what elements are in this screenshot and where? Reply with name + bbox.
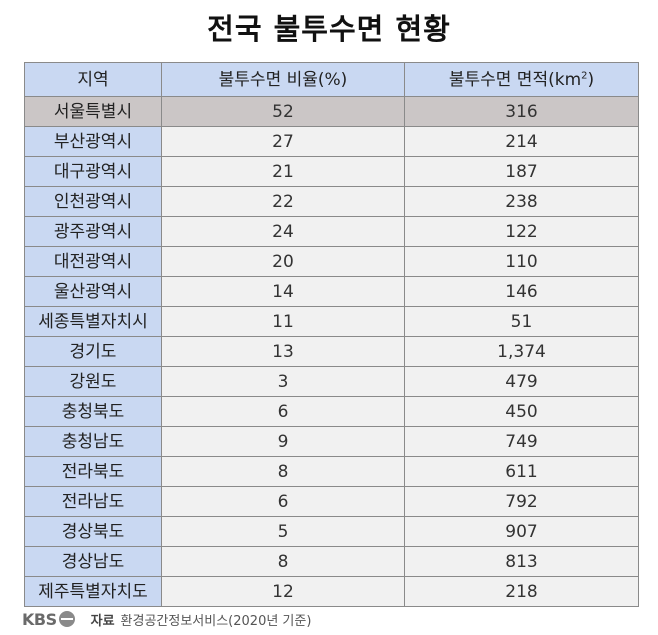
table-row: 경상남도 8 813 — [24, 546, 639, 577]
region-cell: 서울특별시 — [24, 96, 162, 127]
ratio-cell: 52 — [161, 96, 405, 127]
ratio-cell: 8 — [161, 546, 405, 577]
ratio-cell: 11 — [161, 306, 405, 337]
kbs-logo-text: KBS — [22, 609, 57, 629]
table-row: 전라북도 8 611 — [24, 456, 639, 487]
area-cell: 316 — [404, 96, 639, 127]
ratio-cell: 21 — [161, 156, 405, 187]
ratio-cell: 27 — [161, 126, 405, 157]
area-cell: 122 — [404, 216, 639, 247]
table-row: 충청북도 6 450 — [24, 396, 639, 427]
area-cell: 146 — [404, 276, 639, 307]
area-cell: 749 — [404, 426, 639, 457]
ratio-cell: 12 — [161, 576, 405, 607]
ratio-cell: 13 — [161, 336, 405, 367]
table-row: 제주특별자치도 12 218 — [24, 576, 639, 607]
table-row: 대전광역시 20 110 — [24, 246, 639, 277]
ratio-cell: 20 — [161, 246, 405, 277]
region-cell: 경기도 — [24, 336, 162, 367]
header-ratio: 불투수면 비율(%) — [161, 62, 405, 97]
table-row: 울산광역시 14 146 — [24, 276, 639, 307]
impervious-surface-table: 지역 불투수면 비율(%) 불투수면 면적(km2) 서울특별시 52 316 … — [24, 62, 639, 607]
region-cell: 울산광역시 — [24, 276, 162, 307]
ratio-cell: 5 — [161, 516, 405, 547]
table-row: 인천광역시 22 238 — [24, 186, 639, 217]
area-cell: 187 — [404, 156, 639, 187]
ratio-cell: 6 — [161, 396, 405, 427]
header-region: 지역 — [24, 62, 162, 97]
region-cell: 충청남도 — [24, 426, 162, 457]
area-cell: 611 — [404, 456, 639, 487]
region-cell: 경상남도 — [24, 546, 162, 577]
region-cell: 세종특별자치시 — [24, 306, 162, 337]
source-text: 환경공간정보서비스(2020년 기준) — [120, 613, 312, 629]
table-row: 부산광역시 27 214 — [24, 126, 639, 157]
table-row: 광주광역시 24 122 — [24, 216, 639, 247]
ratio-cell: 9 — [161, 426, 405, 457]
area-cell: 813 — [404, 546, 639, 577]
region-cell: 전라남도 — [24, 486, 162, 517]
table-row: 경기도 13 1,374 — [24, 336, 639, 367]
region-cell: 대전광역시 — [24, 246, 162, 277]
area-cell: 51 — [404, 306, 639, 337]
table-row: 전라남도 6 792 — [24, 486, 639, 517]
footer: KBS 자료 환경공간정보서비스(2020년 기준) — [22, 608, 311, 630]
ratio-cell: 6 — [161, 486, 405, 517]
area-cell: 1,374 — [404, 336, 639, 367]
table-row: 세종특별자치시 11 51 — [24, 306, 639, 337]
region-cell: 광주광역시 — [24, 216, 162, 247]
region-cell: 제주특별자치도 — [24, 576, 162, 607]
area-cell: 110 — [404, 246, 639, 277]
region-cell: 대구광역시 — [24, 156, 162, 187]
ratio-cell: 24 — [161, 216, 405, 247]
header-area-superscript: 2 — [581, 69, 588, 81]
table-row: 대구광역시 21 187 — [24, 156, 639, 187]
region-cell: 강원도 — [24, 366, 162, 397]
region-cell: 충청북도 — [24, 396, 162, 427]
area-cell: 479 — [404, 366, 639, 397]
area-cell: 907 — [404, 516, 639, 547]
source-label: 자료 — [90, 613, 115, 629]
region-cell: 전라북도 — [24, 456, 162, 487]
area-cell: 218 — [404, 576, 639, 607]
region-cell: 경상북도 — [24, 516, 162, 547]
table-row: 충청남도 9 749 — [24, 426, 639, 457]
area-cell: 238 — [404, 186, 639, 217]
ratio-cell: 8 — [161, 456, 405, 487]
ratio-cell: 14 — [161, 276, 405, 307]
kbs-logo-icon — [58, 611, 75, 627]
kbs-logo: KBS — [22, 610, 75, 629]
table-header-row: 지역 불투수면 비율(%) 불투수면 면적(km2) — [24, 62, 639, 97]
table-row: 서울특별시 52 316 — [24, 96, 639, 127]
region-cell: 부산광역시 — [24, 126, 162, 157]
header-area-label: 불투수면 면적(km — [448, 69, 582, 90]
region-cell: 인천광역시 — [24, 186, 162, 217]
ratio-cell: 22 — [161, 186, 405, 217]
header-area-close: ) — [587, 69, 595, 90]
header-area: 불투수면 면적(km2) — [404, 62, 639, 97]
page-title: 전국 불투수면 현황 — [207, 12, 451, 46]
area-cell: 792 — [404, 486, 639, 517]
area-cell: 450 — [404, 396, 639, 427]
ratio-cell: 3 — [161, 366, 405, 397]
area-cell: 214 — [404, 126, 639, 157]
table-row: 경상북도 5 907 — [24, 516, 639, 547]
table-row: 강원도 3 479 — [24, 366, 639, 397]
